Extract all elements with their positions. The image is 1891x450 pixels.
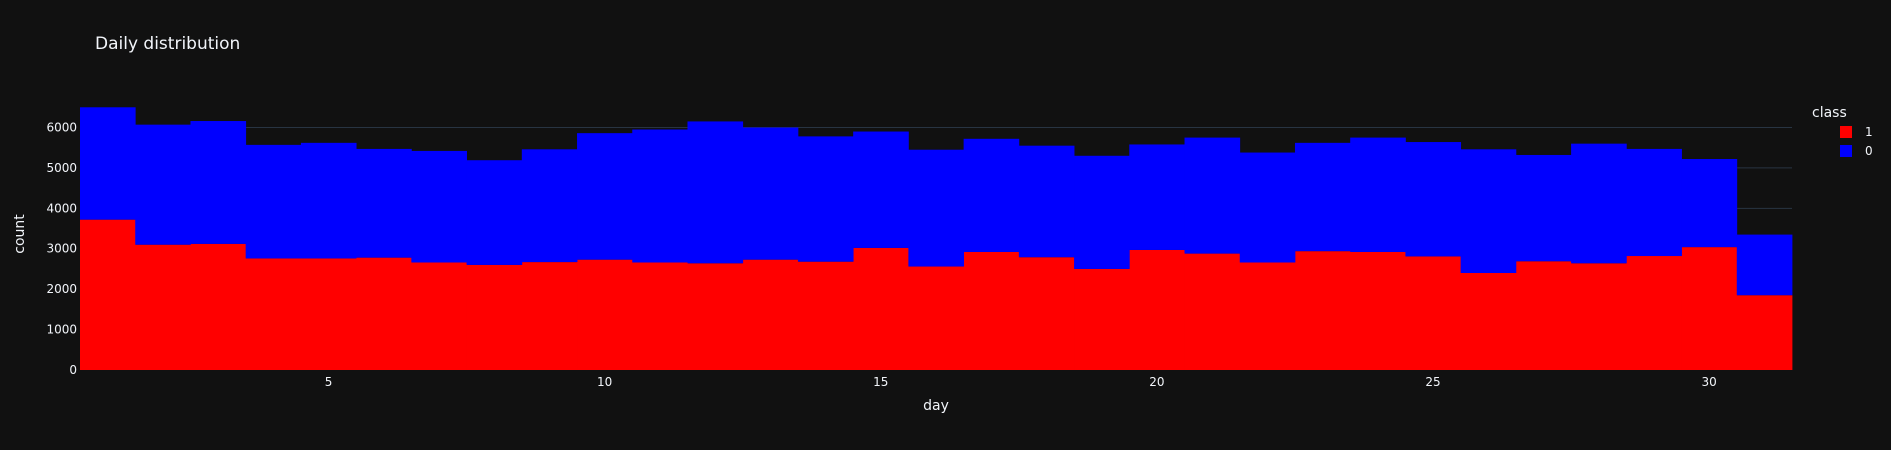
bar-class-0-day-4[interactable]: [245, 144, 302, 259]
bar-class-1-day-3[interactable]: [190, 243, 247, 370]
bar-class-1-day-20[interactable]: [1129, 249, 1185, 370]
bar-class-1-day-17[interactable]: [963, 251, 1020, 370]
bar-class-0-day-2[interactable]: [135, 124, 191, 245]
bar-class-1-day-6[interactable]: [356, 257, 412, 370]
legend: class 10: [1812, 105, 1873, 158]
bar-class-1-day-5[interactable]: [300, 258, 357, 370]
x-tick-label: 30: [1702, 375, 1717, 389]
bar-class-0-day-14[interactable]: [797, 136, 854, 262]
chart-title: Daily distribution: [95, 34, 240, 54]
y-tick-label: 1000: [46, 323, 77, 337]
bar-class-0-day-23[interactable]: [1294, 142, 1351, 252]
bar-class-0-day-15[interactable]: [853, 131, 909, 248]
bar-class-1-day-4[interactable]: [245, 258, 302, 370]
bar-class-1-day-31[interactable]: [1736, 295, 1793, 370]
x-tick-label: 15: [873, 375, 888, 389]
bar-class-1-day-30[interactable]: [1681, 247, 1738, 370]
y-axis-title: count: [12, 214, 28, 254]
bar-class-1-day-23[interactable]: [1294, 251, 1351, 370]
bar-class-0-day-7[interactable]: [411, 150, 467, 263]
bar-class-1-day-18[interactable]: [1018, 257, 1075, 370]
bar-class-0-day-8[interactable]: [466, 160, 523, 265]
y-tick-label: 2000: [46, 282, 77, 296]
bar-class-0-day-18[interactable]: [1018, 145, 1075, 258]
legend-swatch: [1840, 126, 1852, 138]
bar-class-0-day-6[interactable]: [356, 148, 412, 258]
bar-class-1-day-12[interactable]: [687, 263, 744, 370]
bar-class-0-day-24[interactable]: [1350, 137, 1406, 252]
bar-class-0-day-26[interactable]: [1460, 149, 1517, 273]
x-tick-labels: 5 10 15 20 25 30: [325, 375, 1717, 389]
bar-class-0-day-28[interactable]: [1571, 143, 1627, 264]
bar-class-0-day-17[interactable]: [963, 138, 1020, 252]
legend-swatch: [1840, 145, 1852, 157]
y-tick-label: 6000: [46, 120, 77, 134]
legend-title: class: [1812, 105, 1847, 121]
bar-class-0-day-10[interactable]: [577, 133, 633, 260]
bar-class-1-day-16[interactable]: [908, 266, 965, 370]
bar-class-1-day-27[interactable]: [1515, 261, 1572, 370]
y-tick-label: 4000: [46, 201, 77, 215]
bar-class-0-day-27[interactable]: [1515, 154, 1572, 262]
bar-class-1-day-29[interactable]: [1626, 256, 1682, 370]
x-tick-label: 10: [597, 375, 612, 389]
bar-class-0-day-20[interactable]: [1129, 144, 1185, 250]
bar-class-0-day-16[interactable]: [908, 149, 965, 267]
x-axis-title: day: [923, 398, 949, 414]
bar-class-0-day-3[interactable]: [190, 121, 247, 244]
bar-class-1-day-14[interactable]: [797, 261, 854, 370]
y-tick-label: 3000: [46, 242, 77, 256]
bar-class-0-day-13[interactable]: [742, 127, 799, 260]
bar-class-1-day-1[interactable]: [80, 219, 136, 370]
bar-class-0-day-5[interactable]: [300, 142, 357, 259]
bar-class-0-day-12[interactable]: [687, 121, 744, 264]
y-tick-label: 0: [69, 363, 77, 377]
bar-class-1-day-13[interactable]: [742, 259, 799, 370]
legend-label: 1: [1865, 125, 1873, 139]
bar-class-0-day-21[interactable]: [1184, 137, 1241, 254]
bar-class-1-day-28[interactable]: [1571, 263, 1627, 370]
bar-class-0-day-11[interactable]: [632, 129, 688, 263]
bar-class-1-day-8[interactable]: [466, 264, 523, 370]
legend-items: 10: [1840, 125, 1873, 158]
x-tick-label: 5: [325, 375, 333, 389]
bar-class-1-day-24[interactable]: [1350, 251, 1406, 370]
bar-class-1-day-25[interactable]: [1405, 256, 1462, 370]
bar-class-0-day-19[interactable]: [1074, 155, 1130, 269]
x-tick-label: 20: [1149, 375, 1164, 389]
legend-item-class-1[interactable]: 1: [1840, 125, 1873, 139]
legend-label: 0: [1865, 144, 1873, 158]
bar-class-1-day-15[interactable]: [853, 247, 909, 370]
bar-class-1-day-7[interactable]: [411, 262, 467, 370]
bars: [80, 107, 1793, 370]
bar-class-0-day-1[interactable]: [80, 107, 136, 220]
bar-class-0-day-29[interactable]: [1626, 148, 1682, 257]
bar-class-1-day-26[interactable]: [1460, 272, 1517, 370]
bar-class-0-day-30[interactable]: [1681, 159, 1738, 248]
bar-class-1-day-22[interactable]: [1239, 262, 1296, 370]
legend-item-class-0[interactable]: 0: [1840, 144, 1873, 158]
bar-class-1-day-11[interactable]: [632, 262, 688, 370]
x-tick-label: 25: [1425, 375, 1440, 389]
bar-class-0-day-22[interactable]: [1239, 152, 1296, 263]
bar-class-1-day-2[interactable]: [135, 244, 191, 370]
bar-class-0-day-9[interactable]: [521, 149, 578, 263]
y-tick-labels: 0 1000 2000 3000 4000 5000 6000: [46, 120, 77, 377]
bar-class-1-day-9[interactable]: [521, 262, 578, 370]
bar-class-0-day-25[interactable]: [1405, 142, 1462, 257]
bar-class-1-day-10[interactable]: [577, 259, 633, 370]
y-tick-label: 5000: [46, 161, 77, 175]
bar-class-1-day-19[interactable]: [1074, 268, 1130, 370]
bar-class-1-day-21[interactable]: [1184, 253, 1241, 370]
bar-class-0-day-31[interactable]: [1736, 234, 1793, 296]
